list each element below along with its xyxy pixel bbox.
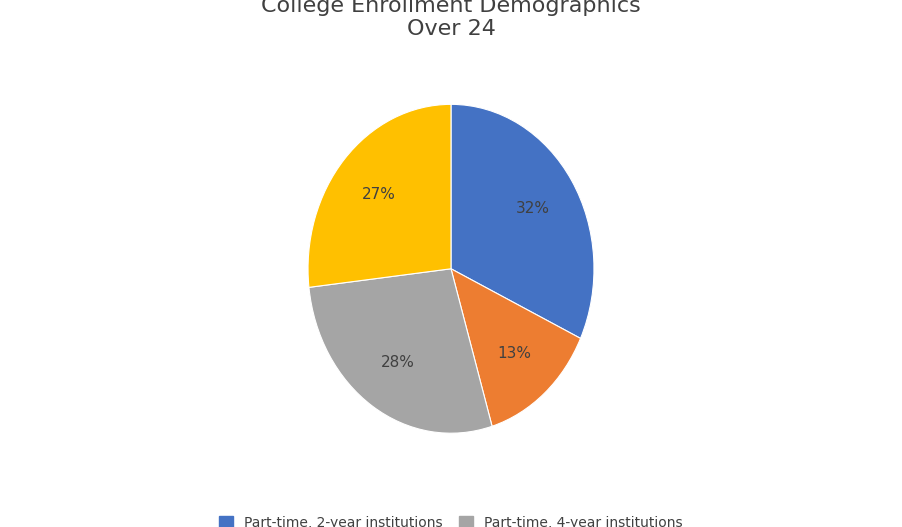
Wedge shape (451, 269, 581, 426)
Wedge shape (308, 104, 451, 287)
Title: College Enrollment Demographics
Over 24: College Enrollment Demographics Over 24 (261, 0, 641, 40)
Wedge shape (451, 104, 594, 338)
Legend: Part-time, 2-year institutions, Full-time, 2-year institutions, Part-time, 4-yea: Part-time, 2-year institutions, Full-tim… (214, 510, 688, 527)
Text: 32%: 32% (516, 201, 550, 216)
Text: 13%: 13% (498, 346, 531, 361)
Text: 27%: 27% (362, 187, 395, 202)
Text: 28%: 28% (381, 355, 414, 369)
Wedge shape (309, 269, 492, 433)
